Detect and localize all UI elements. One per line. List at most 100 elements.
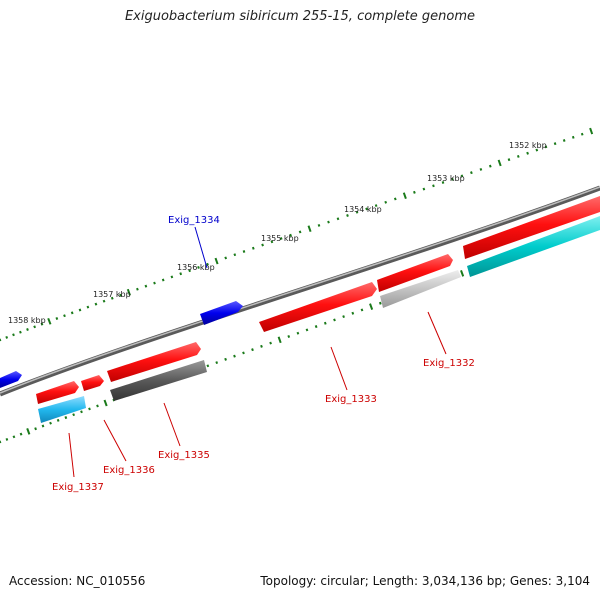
- scale-upper-tick: [26, 328, 29, 331]
- scale-upper-tick: [432, 184, 435, 188]
- cds-block-dark[interactable]: [110, 360, 207, 401]
- scale-lower-tick: [460, 270, 465, 277]
- scale-lower-tick: [56, 418, 60, 422]
- scale-lower-tick: [19, 432, 23, 436]
- gene-label-1332[interactable]: Exig_1332: [423, 358, 475, 369]
- scale-lower-tick: [351, 311, 355, 315]
- scale-lower-tick: [41, 424, 45, 428]
- scale-lower-tick: [72, 413, 76, 417]
- scale-upper-tick: [279, 237, 283, 240]
- scale-lower-tick: [64, 416, 68, 420]
- scale-lower-tick: [233, 354, 236, 358]
- scale-upper-tick: [242, 250, 246, 253]
- scale-upper-tick: [460, 174, 464, 178]
- gene-label-1333[interactable]: Exig_1333: [325, 394, 377, 405]
- scale-upper-tick: [70, 311, 74, 315]
- scale-upper-tick: [102, 299, 106, 303]
- scale-upper-tick: [422, 187, 426, 191]
- gene-block-1332[interactable]: [377, 254, 453, 292]
- scale-lower-tick: [34, 427, 37, 431]
- topology-text: Topology: circular; Length: 3,034,136 bp…: [260, 574, 590, 588]
- scale-upper-tick: [441, 181, 445, 184]
- scale-label-1353: 1353 kbp: [427, 174, 465, 183]
- scale-upper-tick: [413, 190, 416, 194]
- scale-lower-tick: [260, 344, 263, 348]
- scale-lower-tick: [80, 410, 83, 414]
- scale-upper-tick: [327, 220, 330, 224]
- scale-upper-tick: [179, 272, 183, 276]
- cds-block-sky[interactable]: [38, 396, 86, 423]
- scale-lower-tick: [333, 318, 336, 322]
- scale-lower-tick: [277, 336, 282, 344]
- scale-upper-tick: [233, 253, 237, 257]
- scale-upper-tick: [535, 148, 539, 152]
- scale-upper-tick: [94, 302, 98, 306]
- scale-lower-tick: [12, 435, 16, 439]
- gene-label-1337[interactable]: Exig_1337: [52, 482, 104, 493]
- scale-lower-tick: [314, 325, 318, 329]
- scale-upper-tick: [580, 132, 584, 136]
- label-line-1337: [68, 432, 75, 478]
- gene-block-1335[interactable]: [107, 342, 201, 382]
- cds-block-cyan[interactable]: [467, 216, 600, 277]
- genome-backbone: [0, 185, 600, 397]
- scale-lower-tick: [88, 407, 91, 411]
- gene-block-1333[interactable]: [259, 282, 377, 332]
- gene-block-edge-left[interactable]: [0, 371, 22, 388]
- scale-upper-tick: [224, 256, 228, 260]
- scale-upper-tick: [544, 145, 548, 149]
- scale-upper-tick: [197, 265, 200, 269]
- scale-lower-tick: [103, 399, 108, 407]
- scale-upper-tick: [188, 269, 191, 273]
- scale-upper-tick: [516, 154, 520, 158]
- scale-upper-tick: [119, 293, 122, 297]
- scale-upper-tick: [317, 223, 321, 227]
- scale-label-1358: 1358 kbp: [8, 316, 46, 325]
- scale-upper-tick: [589, 127, 594, 135]
- scale-upper-tick: [562, 139, 566, 142]
- scale-lower-tick: [305, 328, 309, 332]
- scale-upper-tick: [78, 308, 82, 312]
- scale-lower-tick: [26, 428, 31, 435]
- gene-block-1337[interactable]: [36, 381, 79, 404]
- cds-block-light[interactable]: [380, 270, 461, 308]
- scale-label-1355: 1355 kbp: [261, 234, 299, 243]
- gene-block-1336[interactable]: [81, 375, 104, 391]
- scale-upper-tick: [507, 158, 511, 162]
- scale-label-1357: 1357 kbp: [93, 290, 131, 299]
- gene-block-right-edge[interactable]: [463, 196, 600, 259]
- scale-upper-tick: [470, 171, 473, 175]
- scale-lower-tick: [296, 331, 300, 335]
- scale-upper-tick: [214, 257, 219, 265]
- scale-upper-tick: [571, 135, 575, 139]
- scale-ticks-upper: [0, 127, 594, 342]
- genome-backbone-highlight: [0, 186, 600, 394]
- scale-lower-tick: [224, 357, 227, 361]
- scale-upper-tick: [553, 142, 557, 146]
- scale-upper-tick: [251, 246, 255, 250]
- scale-upper-tick: [307, 225, 312, 233]
- scale-lower-tick: [287, 335, 291, 338]
- gene-label-1335[interactable]: Exig_1335: [158, 450, 210, 461]
- gene-block-1334[interactable]: [200, 301, 243, 325]
- scale-upper-tick: [47, 317, 52, 325]
- scale-upper-tick: [479, 167, 483, 171]
- scale-upper-tick: [402, 192, 407, 200]
- scale-upper-tick: [136, 287, 139, 291]
- scale-upper-tick: [63, 314, 66, 318]
- gene-label-1336[interactable]: Exig_1336: [103, 465, 155, 476]
- scale-lower-tick: [269, 341, 272, 345]
- label-line-1332: [427, 311, 447, 355]
- scale-lower-tick: [49, 421, 52, 425]
- scale-upper-tick: [86, 305, 90, 309]
- scale-upper-tick: [355, 210, 359, 214]
- scale-upper-tick: [298, 230, 302, 234]
- scale-lower-tick: [369, 303, 374, 310]
- scale-lower-tick: [360, 308, 364, 312]
- scale-upper-tick: [289, 233, 292, 237]
- scale-upper-tick: [497, 159, 502, 167]
- gene-label-1334[interactable]: Exig_1334: [168, 215, 220, 226]
- scale-label-1352: 1352 kbp: [509, 141, 547, 150]
